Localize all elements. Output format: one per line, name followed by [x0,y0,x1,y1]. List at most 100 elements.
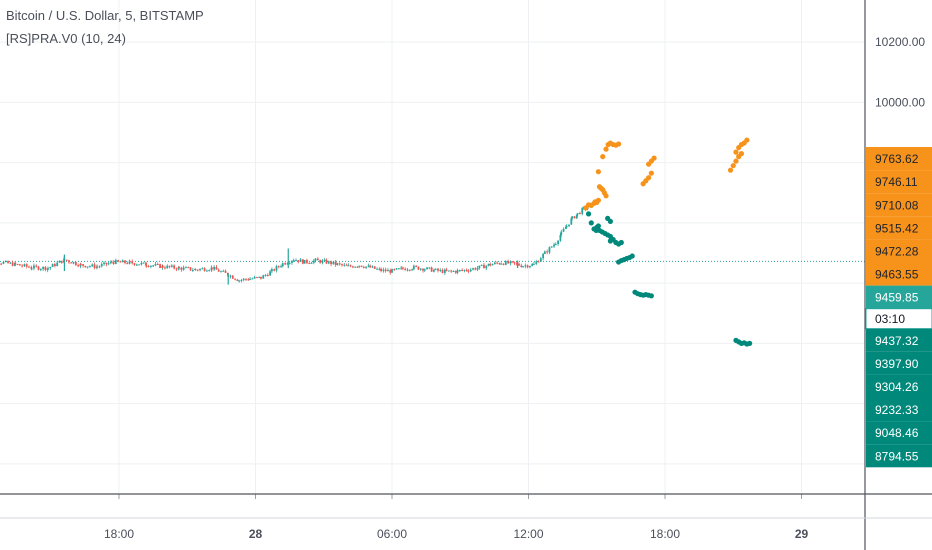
axis-badge-label: 03:10 [875,312,905,326]
axis-badge-support [866,374,932,398]
candle-body [560,231,563,235]
axis-badge-resistance [866,170,932,194]
axis-badge-label: 9437.32 [875,334,919,348]
candle-body [256,277,258,279]
candle-body [380,268,382,272]
candle-body [208,270,211,272]
candle-body [44,266,47,271]
candle-body [156,264,159,266]
candle-body [467,270,470,272]
candle-body [0,263,3,265]
support-dot [747,340,753,346]
axis-badge-resistance [866,216,932,240]
indicator-label[interactable]: [RS]PRA.V0 (10, 24) [6,31,126,46]
candle-body [231,275,234,279]
resistance-dot [651,155,657,161]
candle-body [550,246,553,248]
candle-body [53,264,56,267]
support-dot [618,239,624,246]
candle-body [159,264,161,268]
candle-body [582,207,584,209]
resistance-dot [733,158,739,164]
time-tick-label: 12:00 [513,527,543,541]
candle-body [529,265,531,268]
candle-body [86,266,89,268]
candle-body [400,267,403,269]
candle-body [306,259,308,263]
axis-badge-price [866,285,932,309]
candle-body [564,227,567,229]
axis-badge-label: 9710.08 [875,198,919,212]
resistance-dot [615,141,622,147]
candle-body [522,266,524,268]
candle-body [258,276,261,278]
candle-body [280,266,282,268]
candle-body [28,266,30,268]
candle-body [100,264,103,267]
candle-body [23,264,26,267]
symbol-title[interactable]: Bitcoin / U.S. Dollar, 5, BITSTAMP [6,8,204,23]
candle-body [434,268,437,270]
support-dot [607,218,614,224]
time-tick-label: 18:00 [104,527,134,541]
candle-body [89,266,91,268]
candle-body [347,265,350,267]
candle-body [166,265,169,269]
candle-body [269,271,272,276]
candle-body [395,268,398,270]
candle-body [128,260,131,264]
candle-body [33,265,35,269]
candle-body [443,269,446,273]
axis-badge-label: 9463.55 [875,268,919,282]
candle-body [360,265,363,267]
candlestick-series [0,202,595,285]
candle-body [213,266,216,270]
candle-body [107,263,110,265]
candle-body [338,263,341,265]
candle-body [397,268,400,270]
candle-body [454,271,457,273]
candle-body [260,276,262,279]
price-tick-label: 10200.00 [875,35,925,49]
candle-body [281,263,284,267]
candle-body [291,260,293,263]
candle-body [387,270,389,272]
candle-body [321,260,324,263]
candle-body [581,208,584,214]
candle-body [356,266,359,268]
candle-body [79,263,82,265]
candle-body [142,262,145,264]
candle-body [236,279,239,281]
candle-body [480,264,483,266]
resistance-dot [603,146,609,152]
candle-body [485,265,488,269]
candle-body [531,264,534,266]
candle-body [325,259,328,264]
candle-body [173,265,176,269]
candle-body [245,278,247,280]
candle-body [423,269,426,271]
candle-body [518,263,520,266]
price-axis-badges: 9763.62 9746.11 9710.08 9515.42 9472.28 9463.… [865,147,932,468]
candle-body [222,270,225,272]
candle-body [358,265,361,267]
candle-body [234,278,236,280]
candle-body [422,268,424,271]
candle-body [103,262,105,265]
candle-body [389,270,392,273]
candle-body [465,269,468,271]
candle-body [42,266,45,270]
resistance-dot [730,163,736,169]
candle-body [376,268,378,270]
candle-body [384,269,387,272]
axis-badge-support [866,398,932,422]
candle-body [373,266,376,269]
candle-body [161,265,164,268]
candle-body [224,270,227,273]
candle-body [554,244,557,246]
candle-body [524,265,527,267]
resistance-dot [727,167,734,173]
candle-body [402,267,404,269]
